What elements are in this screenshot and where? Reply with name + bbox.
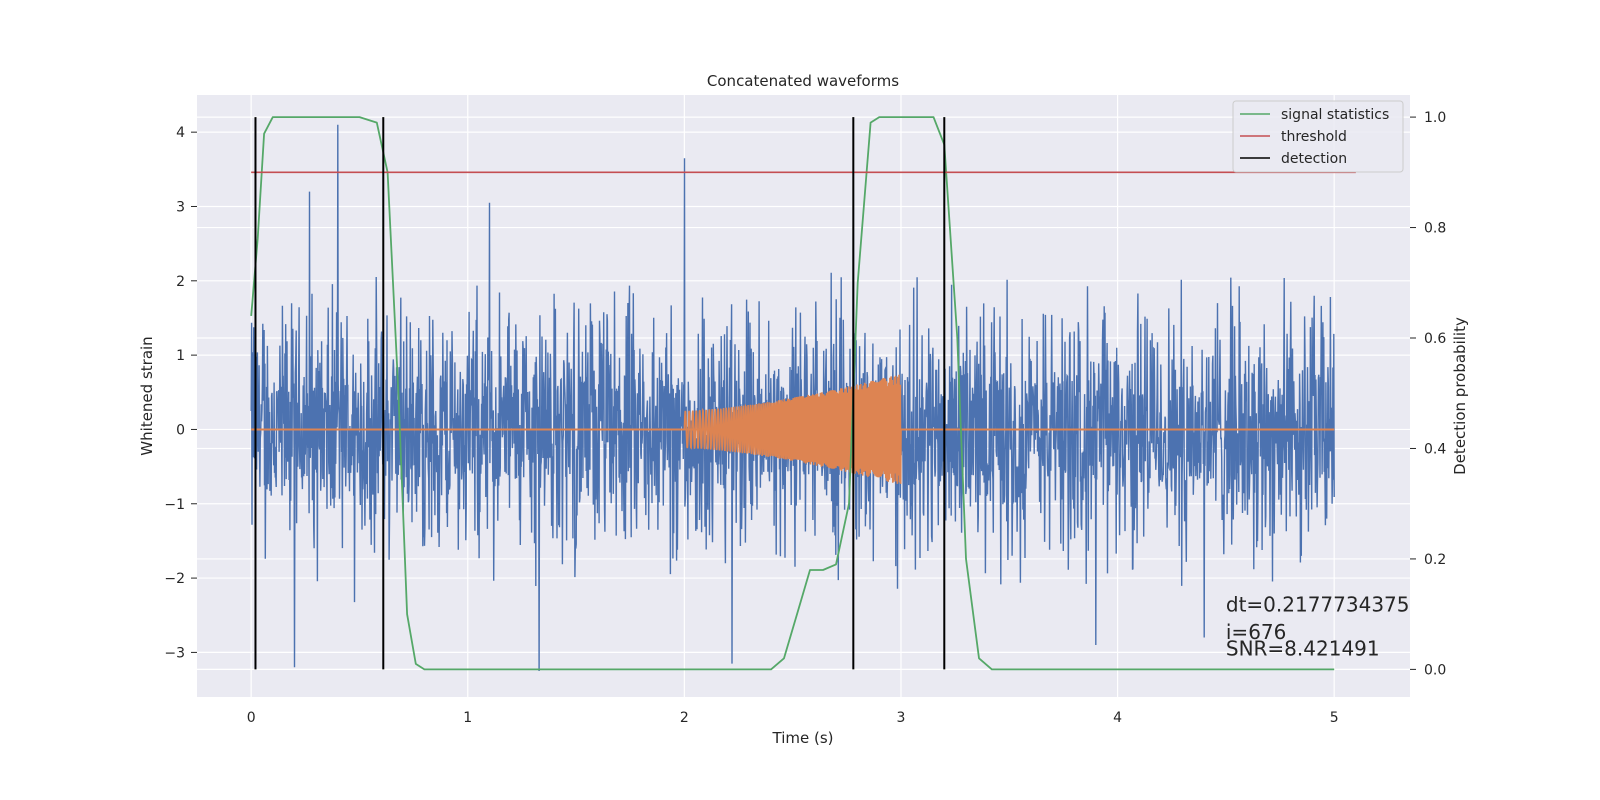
x-axis-ticks: 0 1 2 3 4 5 — [247, 710, 1339, 726]
x-tick-label: 5 — [1330, 710, 1339, 726]
x-tick-label: 0 — [247, 710, 256, 726]
annotation-text: dt=0.2177734375 — [1226, 592, 1410, 616]
right-y-tick-label: 0.2 — [1424, 552, 1446, 568]
noise-line — [250, 124, 1335, 672]
x-tick-label: 2 — [680, 710, 689, 726]
y-tick-label: 3 — [176, 199, 185, 215]
y-axis-label: Whitened strain — [138, 336, 156, 455]
legend-label-detection: detection — [1281, 151, 1347, 167]
legend: signal statistics threshold detection — [1232, 100, 1404, 173]
detection-series — [254, 117, 946, 670]
right-y-axis-label: Detection probability — [1451, 317, 1469, 475]
signal-statistics-line — [250, 116, 1335, 671]
y-tick-label: 2 — [176, 274, 185, 290]
y-tick-label: −3 — [164, 645, 185, 661]
right-y-axis-ticks: 0.0 0.2 0.4 0.6 0.8 1.0 — [1410, 110, 1446, 678]
y-tick-label: −2 — [164, 571, 185, 587]
legend-label-signal-statistics: signal statistics — [1281, 107, 1389, 123]
right-y-tick-label: 0.0 — [1424, 662, 1446, 678]
signal-chirp — [683, 374, 902, 484]
legend-box — [1232, 100, 1404, 173]
x-tick-label: 1 — [463, 710, 472, 726]
x-tick-label: 4 — [1113, 710, 1122, 726]
chart-title: Concatenated waveforms — [707, 72, 899, 90]
annotation-text: i=676 — [1226, 620, 1287, 644]
x-tick-label: 3 — [897, 710, 906, 726]
y-tick-label: −1 — [164, 497, 185, 513]
annotation-text: SNR=8.421491 — [1226, 637, 1380, 661]
y-tick-label: 1 — [176, 348, 185, 364]
right-y-tick-label: 0.6 — [1424, 331, 1446, 347]
y-axis-ticks: −3 −2 −1 0 1 2 3 4 — [164, 125, 197, 661]
y-tick-label: 0 — [176, 422, 185, 438]
x-axis-label: Time (s) — [772, 729, 834, 747]
y-tick-label: 4 — [176, 125, 185, 141]
legend-label-threshold: threshold — [1281, 129, 1347, 145]
signal-series — [251, 374, 1335, 484]
noise-series — [250, 124, 1335, 672]
right-y-tick-label: 1.0 — [1424, 110, 1446, 126]
right-y-tick-label: 0.4 — [1424, 441, 1446, 457]
right-y-tick-label: 0.8 — [1424, 221, 1446, 237]
signal-statistics-series — [250, 116, 1335, 671]
